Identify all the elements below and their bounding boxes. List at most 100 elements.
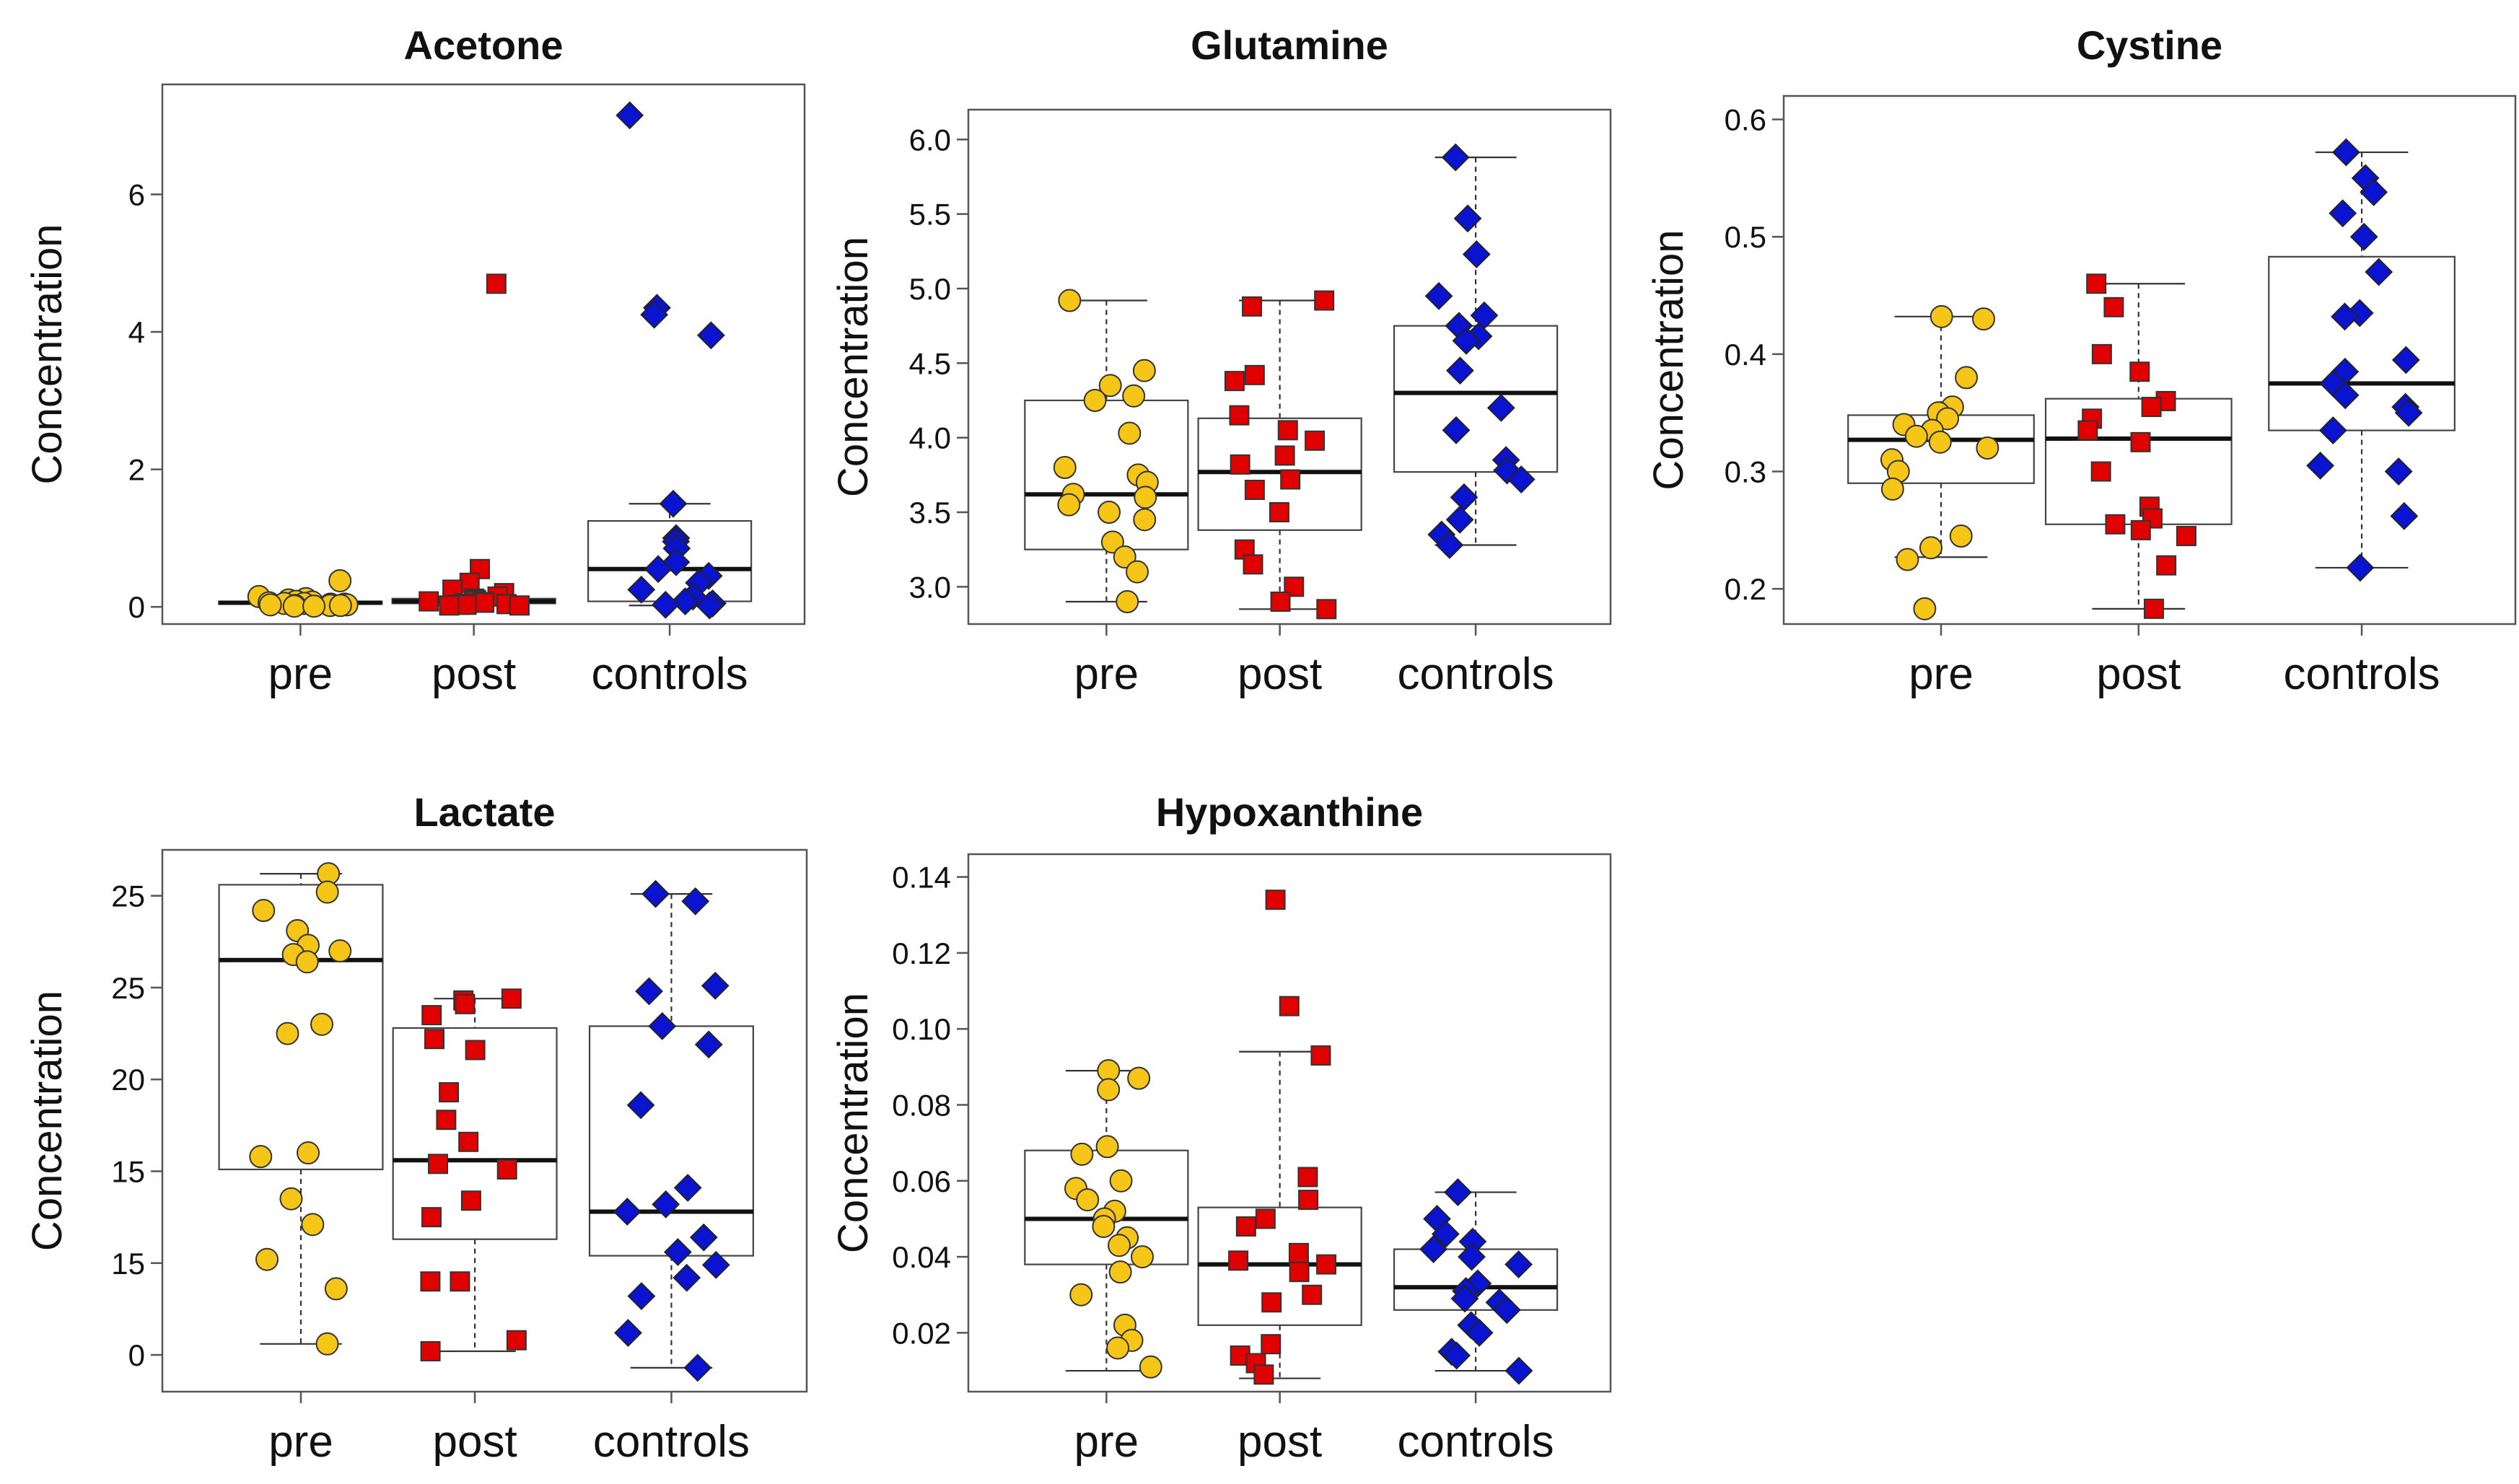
data-point-controls	[689, 1223, 718, 1252]
data-point-pre	[1053, 456, 1077, 479]
data-point-post	[1261, 1292, 1282, 1313]
y-tick-label: 0.6	[1725, 103, 1766, 137]
data-point-controls	[1450, 1284, 1479, 1313]
data-point-post	[460, 1190, 481, 1211]
data-point-pre	[258, 593, 282, 617]
data-point-pre	[276, 1022, 299, 1045]
data-point-post	[1255, 1208, 1276, 1229]
data-point-controls	[2318, 416, 2347, 445]
data-point-post	[420, 1271, 441, 1292]
data-point-controls	[673, 1263, 701, 1292]
data-point-post	[1230, 454, 1250, 475]
plot-frame	[967, 853, 1612, 1393]
data-point-pre	[255, 1247, 279, 1271]
data-point-pre	[1904, 424, 1928, 448]
y-tick-label: 15	[111, 1155, 145, 1189]
data-point-pre	[1098, 501, 1121, 524]
data-point-pre	[1126, 560, 1149, 584]
data-point-post	[1316, 1254, 1337, 1275]
data-point-pre	[1127, 1066, 1151, 1090]
chart-panel-lactate: Lactate Concentration 0 15 15 20 25 25 pre post co…	[24, 789, 808, 1467]
data-point-controls	[1442, 416, 1471, 444]
data-point-pre	[1070, 1142, 1094, 1166]
data-point-controls	[1435, 531, 1464, 559]
data-point-pre	[302, 594, 326, 618]
y-tick-label: 4.5	[909, 346, 951, 380]
chart-title: Glutamine	[1191, 22, 1388, 68]
data-point-controls	[694, 1030, 723, 1059]
data-point-controls	[1507, 465, 1536, 493]
data-point-pre	[1092, 1214, 1116, 1238]
data-point-post	[419, 591, 439, 612]
y-tick-label: 3.0	[909, 570, 951, 604]
data-point-post	[428, 1154, 449, 1175]
data-point-post	[486, 273, 507, 294]
data-point-pre	[1083, 389, 1107, 412]
data-point-pre	[1100, 530, 1124, 554]
data-point-pre	[1131, 1245, 1155, 1269]
y-tick-label: 5.5	[909, 198, 951, 232]
box-iqr	[2268, 255, 2456, 431]
y-tick-label: 0	[128, 590, 145, 624]
data-point-pre	[1955, 366, 1979, 390]
data-point-pre	[282, 594, 306, 618]
x-tick-label-controls: controls	[592, 649, 748, 699]
data-point-post	[470, 558, 491, 579]
data-point-pre	[315, 880, 339, 904]
data-point-controls	[1465, 1318, 1494, 1347]
data-point-pre	[1139, 1355, 1162, 1379]
data-point-controls	[673, 1174, 702, 1202]
data-point-controls	[701, 1250, 730, 1279]
y-tick-label: 5.0	[909, 272, 951, 306]
x-tick-label-pre: pre	[1074, 1417, 1139, 1467]
y-axis-label: Concentration	[24, 224, 71, 484]
data-point-controls	[2329, 199, 2357, 228]
data-point-controls	[696, 591, 724, 620]
data-point-pre	[1106, 1336, 1130, 1360]
data-point-post	[2141, 397, 2162, 418]
data-point-controls	[1458, 1242, 1486, 1271]
data-point-post	[1302, 1284, 1323, 1305]
data-point-post	[1224, 371, 1245, 392]
data-point-controls	[627, 1282, 656, 1311]
data-point-post	[1298, 1190, 1319, 1211]
y-tick-label: 0.04	[892, 1240, 951, 1274]
data-point-controls	[635, 977, 663, 1006]
data-point-pre	[1118, 421, 1142, 445]
data-point-pre	[279, 1187, 303, 1211]
data-point-pre	[1108, 1260, 1132, 1284]
data-point-pre	[1972, 307, 1996, 331]
y-tick-label: 6.0	[909, 123, 951, 157]
data-point-controls	[1504, 1250, 1533, 1279]
data-point-controls	[681, 887, 710, 916]
y-tick-label: 0.12	[892, 936, 951, 970]
y-axis-label: Concentration	[830, 237, 877, 497]
data-point-post	[421, 1005, 442, 1026]
data-point-controls	[1431, 1220, 1460, 1248]
data-point-controls	[614, 1319, 642, 1347]
data-point-controls	[1424, 281, 1453, 310]
data-point-pre	[1095, 1135, 1119, 1159]
data-point-pre	[1928, 430, 1952, 454]
x-tick-label-post: post	[2096, 649, 2181, 699]
data-point-post	[1297, 1167, 1318, 1187]
data-point-post	[1274, 445, 1295, 466]
data-point-post	[436, 1110, 457, 1130]
data-point-post	[458, 1131, 479, 1152]
data-point-post	[421, 1207, 442, 1228]
data-point-pre	[1113, 545, 1136, 568]
data-point-post	[465, 1040, 486, 1061]
chart-panel-hypoxanthine: Hypoxanthine Concentration 0.02 0.04 0.06 0.0…	[830, 789, 1612, 1467]
plot-frame	[1782, 95, 2517, 625]
y-tick-label: 3.5	[909, 496, 951, 530]
data-point-pre	[1108, 1234, 1131, 1257]
data-point-post	[496, 1159, 517, 1180]
data-point-controls	[663, 1238, 692, 1266]
x-tick-label-post: post	[431, 649, 516, 699]
data-point-post	[1279, 996, 1300, 1017]
data-point-post	[2090, 461, 2111, 482]
data-point-pre	[1057, 493, 1081, 517]
data-point-controls	[648, 1011, 677, 1040]
data-point-controls	[1441, 143, 1470, 172]
